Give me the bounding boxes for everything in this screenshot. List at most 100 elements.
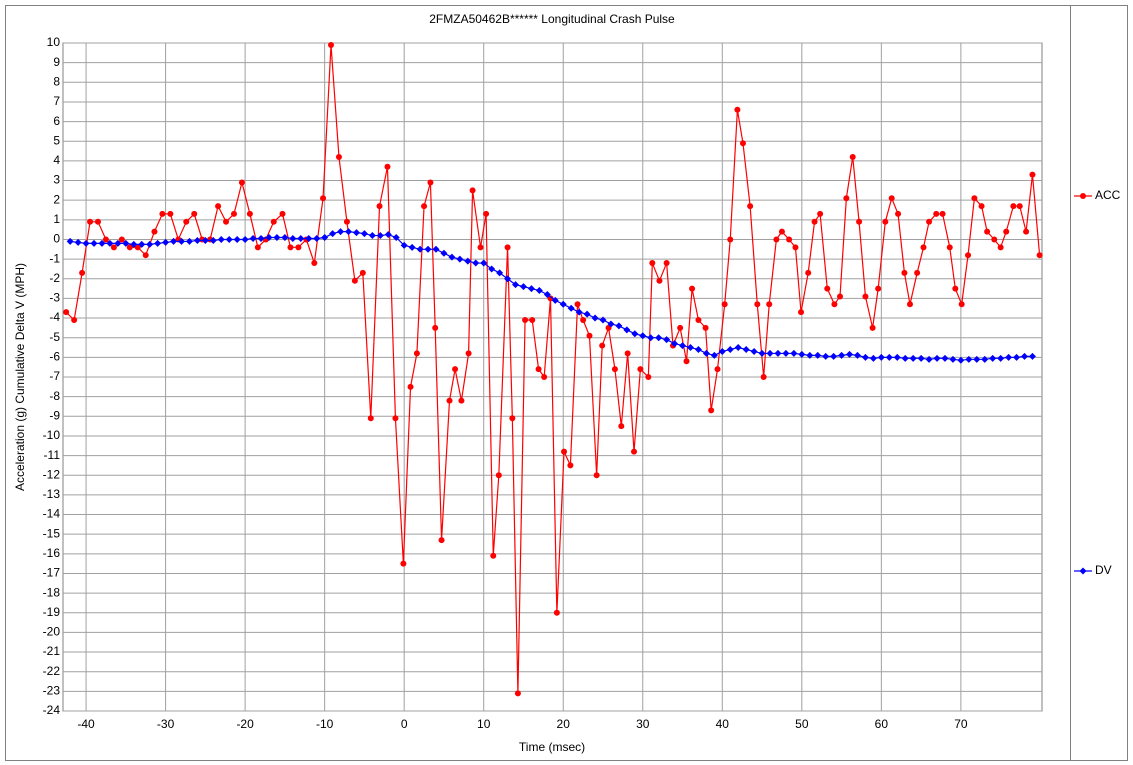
data-point — [320, 195, 327, 202]
data-point — [238, 179, 245, 186]
data-point — [656, 277, 663, 284]
data-point — [440, 249, 448, 257]
data-point — [360, 230, 368, 238]
data-point — [591, 314, 599, 322]
data-point — [448, 253, 456, 261]
data-point — [400, 241, 408, 249]
data-point — [805, 269, 812, 276]
data-point — [367, 415, 374, 422]
data-point — [522, 317, 529, 324]
data-point — [159, 210, 166, 217]
data-point — [639, 332, 647, 340]
data-point — [824, 285, 831, 292]
data-point — [734, 344, 742, 352]
data-point — [593, 472, 600, 479]
series-line — [65, 44, 1041, 694]
data-point — [183, 218, 190, 225]
data-point — [561, 448, 568, 455]
data-point — [359, 269, 366, 276]
data-point — [989, 354, 997, 362]
data-point — [946, 244, 953, 251]
data-point — [624, 350, 631, 357]
data-point — [87, 218, 94, 225]
data-point — [495, 472, 502, 479]
legend-marker — [1079, 567, 1087, 575]
data-point — [142, 252, 149, 259]
data-point — [279, 210, 286, 217]
data-point — [853, 351, 861, 359]
data-point — [926, 218, 933, 225]
data-point — [230, 210, 237, 217]
y-tick-label: -12 — [43, 467, 61, 481]
data-point — [118, 236, 125, 243]
data-point — [543, 290, 551, 298]
data-point — [838, 351, 846, 359]
data-point — [965, 355, 973, 363]
data-point — [392, 234, 400, 242]
data-point — [464, 257, 472, 265]
data-point — [766, 301, 773, 308]
x-tick-label: 70 — [954, 717, 968, 731]
data-point — [877, 353, 885, 361]
data-point — [541, 374, 548, 380]
data-point — [432, 245, 440, 253]
data-point — [472, 259, 480, 267]
data-point — [483, 210, 490, 217]
data-point — [925, 355, 933, 363]
data-point — [758, 349, 766, 357]
y-tick-label: -10 — [43, 428, 61, 442]
data-point — [345, 228, 353, 236]
data-point — [708, 407, 715, 414]
data-point — [645, 374, 652, 380]
data-point — [663, 260, 670, 267]
data-point — [997, 354, 1005, 362]
data-point — [66, 237, 74, 245]
data-point — [790, 349, 798, 357]
data-point — [343, 218, 350, 225]
data-point — [901, 269, 908, 276]
data-point — [553, 609, 560, 616]
data-point — [1013, 353, 1021, 361]
data-point — [742, 345, 750, 353]
data-point — [893, 353, 901, 361]
data-point — [106, 239, 114, 247]
data-point — [392, 415, 399, 422]
data-point — [647, 334, 655, 342]
data-point — [63, 309, 70, 316]
data-point — [215, 203, 222, 210]
data-point — [413, 350, 420, 357]
data-point — [74, 238, 82, 246]
data-point — [831, 301, 838, 308]
data-point — [1036, 252, 1043, 259]
y-tick-label: -21 — [43, 644, 61, 658]
y-tick-label: -6 — [49, 350, 60, 364]
data-point — [846, 350, 854, 358]
data-point — [965, 252, 972, 259]
data-point — [321, 234, 329, 242]
data-point — [920, 244, 927, 251]
x-tick-label: -40 — [77, 717, 95, 731]
data-point — [162, 238, 170, 246]
data-point — [400, 560, 407, 567]
data-point — [79, 269, 86, 276]
data-point — [480, 259, 488, 267]
data-point — [750, 347, 758, 355]
data-point — [689, 285, 696, 292]
data-point — [527, 285, 535, 293]
data-point — [583, 310, 591, 318]
y-tick-label: 0 — [53, 232, 60, 246]
data-point — [586, 332, 593, 339]
data-point — [98, 239, 106, 247]
data-point — [817, 210, 824, 217]
data-point — [384, 231, 392, 239]
data-point — [337, 228, 345, 236]
data-point — [1028, 352, 1036, 360]
x-axis-label: Time (msec) — [519, 740, 585, 754]
data-point — [297, 234, 305, 242]
y-tick-label: -19 — [43, 605, 61, 619]
data-point — [273, 234, 281, 242]
y-tick-label: 4 — [53, 153, 60, 167]
data-point — [151, 228, 158, 235]
data-point — [432, 324, 439, 331]
data-point — [167, 210, 174, 217]
